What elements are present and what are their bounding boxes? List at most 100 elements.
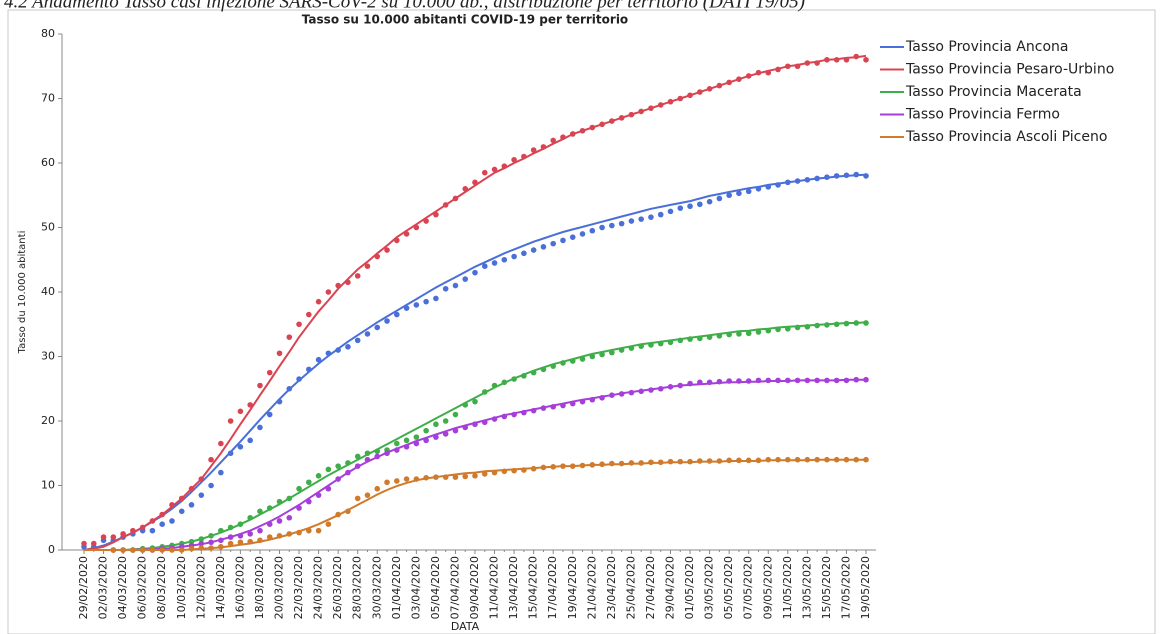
data-point [726,192,732,199]
data-point [286,531,293,537]
data-point [599,224,605,231]
data-point [697,335,703,342]
data-point [687,336,693,342]
x-tick-label: 24/03/2020 [312,556,325,619]
data-point [716,82,723,89]
data-point [110,534,117,540]
data-point [609,118,615,124]
x-tick-label: 26/03/2020 [331,556,344,619]
data-point [716,458,723,464]
data-point [569,463,576,469]
data-point [364,450,371,457]
data-point [863,173,869,179]
data-point [315,527,322,534]
data-point [775,182,781,188]
data-point [853,171,860,178]
data-point [794,178,801,184]
data-point [755,186,762,192]
x-tick-label: 15/04/2020 [527,556,540,619]
data-point [354,463,361,469]
y-tick-label: 60 [41,156,55,169]
data-point [569,234,576,240]
data-point [589,124,596,131]
data-point [188,538,195,545]
data-point [667,208,674,215]
data-point [364,456,371,463]
data-point [354,273,361,279]
x-tick-label: 27/04/2020 [644,556,657,619]
data-point [775,377,781,384]
data-point [149,547,156,553]
data-point [550,363,556,369]
data-point [814,322,820,329]
x-tick-label: 02/03/2020 [97,556,110,619]
data-point [618,347,625,353]
data-point [648,387,654,393]
x-tick-label: 17/04/2020 [546,556,559,619]
data-point [697,379,703,386]
legend-label: Tasso Provincia Macerata [905,84,1082,100]
x-tick-label: 20/03/2020 [273,556,286,619]
data-point [306,311,312,318]
data-point [374,485,381,492]
data-point [335,476,341,482]
x-tick-label: 28/03/2020 [351,556,364,619]
data-point [169,547,175,553]
data-point [413,224,420,231]
data-point [775,456,781,463]
data-point [726,331,732,338]
x-tick-label: 16/03/2020 [233,556,246,619]
data-point [276,350,283,357]
data-point [824,174,830,180]
data-point [765,327,772,334]
data-point [511,411,517,418]
data-point [481,169,488,176]
data-point [384,318,390,324]
data-point [481,263,488,270]
data-point [628,111,635,118]
data-point [208,545,214,551]
data-point [423,298,429,305]
data-point [315,298,322,305]
data-point [657,459,664,466]
data-point [247,514,253,521]
data-point [853,53,860,60]
data-point [237,408,244,415]
data-point [296,485,302,492]
data-point [853,320,860,326]
data-point [354,453,361,460]
data-point [354,337,361,344]
data-point [237,539,244,546]
data-point [618,391,625,397]
data-point [315,356,322,363]
data-point [579,231,586,237]
data-point [833,173,840,179]
data-point [394,478,400,484]
data-point [374,453,381,460]
panel-border [7,9,1156,634]
x-tick-label: 11/04/2020 [488,556,501,619]
x-tick-label: 01/05/2020 [683,556,696,619]
data-point [413,302,420,308]
data-point [433,434,439,440]
data-point [266,521,273,527]
data-point [335,347,341,353]
data-point [266,411,273,418]
data-point [335,511,341,518]
data-point [403,305,410,311]
data-point [472,421,478,428]
data-point [628,389,635,396]
data-point [442,202,449,208]
data-point [765,377,772,384]
data-point [726,378,732,384]
data-point [824,456,830,463]
data-point [765,456,772,463]
data-point [325,350,332,357]
data-point [423,427,429,434]
data-point [491,416,498,422]
data-point [833,321,840,328]
data-point [804,377,811,384]
data-point [785,377,791,384]
data-point [667,339,674,346]
data-point [550,137,556,144]
